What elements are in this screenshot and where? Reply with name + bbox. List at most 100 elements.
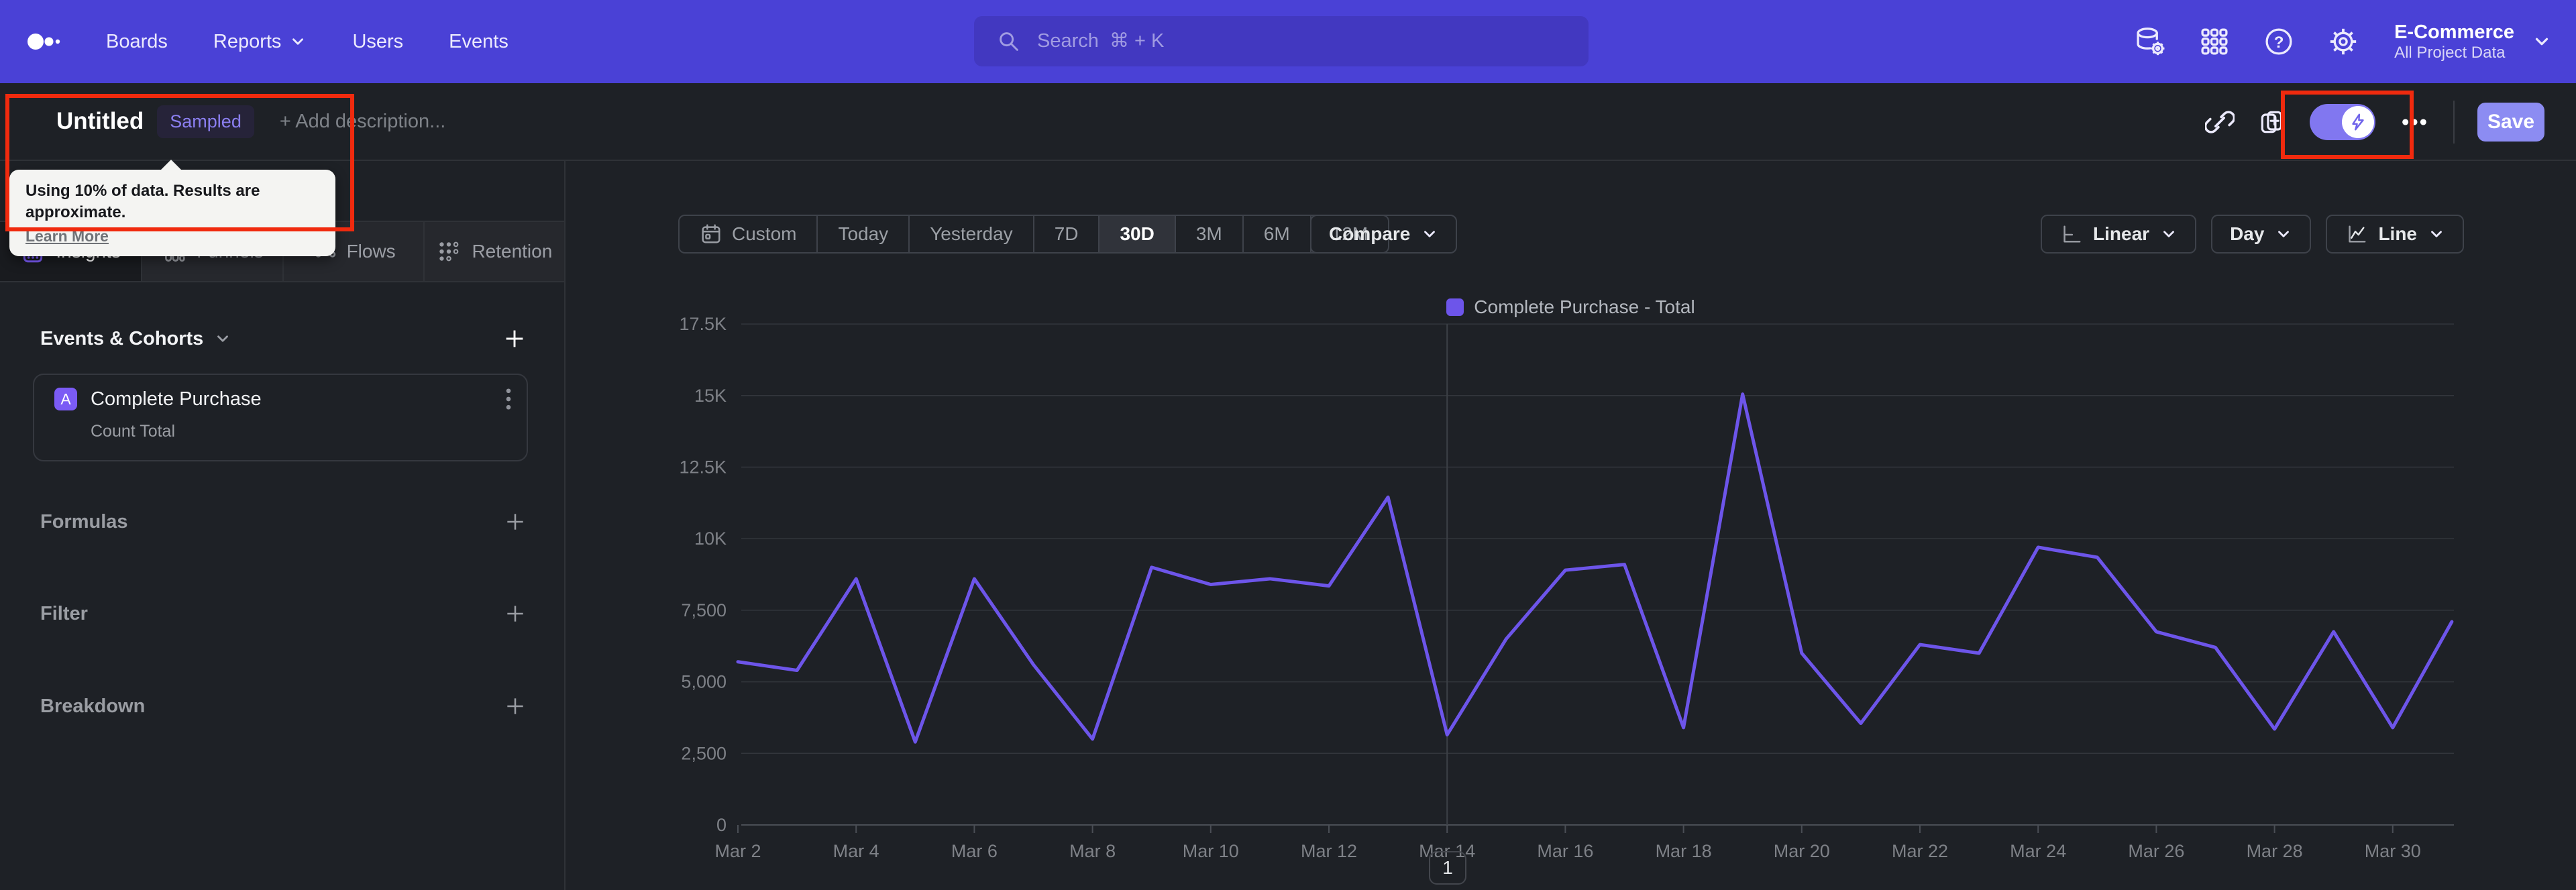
filter-label: Filter bbox=[40, 602, 88, 624]
sidebar-section-formulas: Formulas bbox=[40, 504, 527, 540]
svg-text:Mar 18: Mar 18 bbox=[1656, 841, 1712, 861]
range-today[interactable]: Today bbox=[816, 216, 908, 252]
project-switcher[interactable]: E-Commerce All Project Data bbox=[2394, 21, 2552, 62]
sidebar-section-breakdown: Breakdown bbox=[40, 688, 527, 724]
range-custom-label: Custom bbox=[732, 223, 797, 244]
svg-text:7,500: 7,500 bbox=[681, 600, 727, 620]
event-name[interactable]: Complete Purchase bbox=[91, 388, 262, 410]
events-cohorts-row: Events & Cohorts bbox=[40, 321, 527, 357]
chart-display-controls: Linear Day Line bbox=[2041, 215, 2464, 254]
nav-events[interactable]: Events bbox=[449, 30, 508, 52]
scale-selector[interactable]: Linear bbox=[2041, 215, 2197, 254]
range-30d[interactable]: 30D bbox=[1098, 216, 1175, 252]
pagination-page-button[interactable]: 1 bbox=[1429, 851, 1466, 885]
svg-text:Mar 26: Mar 26 bbox=[2128, 841, 2184, 861]
chart-panel: Complete Purchase - Total 0 2,500 5,000 7,5… bbox=[566, 295, 2576, 890]
report-actions: Save bbox=[2205, 83, 2544, 161]
search-bar[interactable] bbox=[974, 16, 1589, 66]
more-options-icon[interactable] bbox=[2398, 107, 2430, 137]
svg-text:0: 0 bbox=[716, 815, 727, 835]
event-menu-kebab-icon[interactable] bbox=[504, 386, 513, 412]
chevron-down-icon bbox=[2431, 231, 2442, 237]
add-formula-button[interactable] bbox=[504, 510, 527, 533]
tab-flows-label: Flows bbox=[346, 241, 396, 262]
project-scope: All Project Data bbox=[2394, 44, 2506, 62]
project-name: E-Commerce bbox=[2394, 21, 2514, 43]
chevron-down-icon bbox=[2163, 231, 2174, 237]
add-breakdown-button[interactable] bbox=[504, 695, 527, 718]
report-header-bar: Untitled Sampled + Add description... bbox=[0, 83, 2576, 161]
query-sidebar: Insights Funnels Flows bbox=[0, 161, 566, 890]
sampling-tooltip-text: Using 10% of data. Results are approxima… bbox=[25, 182, 260, 221]
report-main: Custom Today Yesterday 7D 30D 3M 6M 12M … bbox=[566, 161, 2576, 890]
svg-text:Mar 30: Mar 30 bbox=[2365, 841, 2421, 861]
svg-text:Mar 2: Mar 2 bbox=[714, 841, 761, 861]
svg-text:Mar 12: Mar 12 bbox=[1301, 841, 1357, 861]
nav-users[interactable]: Users bbox=[352, 30, 404, 52]
help-icon[interactable]: ? bbox=[2247, 0, 2311, 83]
report-title[interactable]: Untitled bbox=[56, 108, 144, 134]
svg-text:Mar 24: Mar 24 bbox=[2010, 841, 2066, 861]
range-7d[interactable]: 7D bbox=[1032, 216, 1099, 252]
compare-button[interactable]: Compare bbox=[1310, 215, 1458, 254]
events-cohorts-header[interactable]: Events & Cohorts bbox=[40, 328, 231, 350]
nav-right-cluster: ? E-Commerce All Project Data bbox=[2118, 0, 2576, 83]
range-custom[interactable]: Custom bbox=[680, 216, 816, 252]
svg-text:12.5K: 12.5K bbox=[679, 457, 727, 478]
save-button[interactable]: Save bbox=[2477, 103, 2544, 142]
svg-text:Mar 4: Mar 4 bbox=[833, 841, 879, 861]
svg-text:Mar 8: Mar 8 bbox=[1069, 841, 1116, 861]
range-6m[interactable]: 6M bbox=[1242, 216, 1310, 252]
lightning-bolt-icon bbox=[2352, 113, 2364, 131]
event-letter-badge: A bbox=[54, 388, 77, 410]
calendar-icon bbox=[702, 224, 720, 243]
data-management-icon[interactable] bbox=[2118, 0, 2182, 83]
event-card[interactable]: A Complete Purchase Count Total bbox=[33, 374, 528, 461]
add-event-button[interactable] bbox=[502, 327, 527, 351]
svg-text:Mar 22: Mar 22 bbox=[1892, 841, 1948, 861]
nav-reports[interactable]: Reports bbox=[213, 31, 307, 53]
svg-text:15K: 15K bbox=[694, 386, 727, 406]
search-input[interactable] bbox=[1036, 30, 1508, 53]
chevron-down-icon bbox=[2535, 38, 2548, 46]
granularity-selector[interactable]: Day bbox=[2211, 215, 2312, 254]
mixpanel-logo-icon[interactable] bbox=[27, 32, 64, 52]
retention-icon bbox=[439, 241, 459, 262]
linear-scale-icon bbox=[2063, 225, 2081, 243]
toggle-knob bbox=[2342, 106, 2374, 138]
nav-boards[interactable]: Boards bbox=[106, 30, 168, 52]
range-3m[interactable]: 3M bbox=[1174, 216, 1242, 252]
sampled-badge[interactable]: Sampled bbox=[157, 105, 254, 138]
svg-text:Mar 6: Mar 6 bbox=[951, 841, 998, 861]
apps-grid-icon[interactable] bbox=[2182, 0, 2247, 83]
duplicate-icon[interactable] bbox=[2257, 107, 2287, 137]
divider bbox=[2453, 101, 2455, 144]
svg-text:2,500: 2,500 bbox=[681, 743, 727, 763]
date-range-group: Custom Today Yesterday 7D 30D 3M 6M 12M bbox=[678, 215, 1390, 254]
scale-label: Linear bbox=[2093, 223, 2150, 244]
chart-legend[interactable]: Complete Purchase - Total bbox=[566, 296, 2576, 318]
chart-type-label: Line bbox=[2378, 223, 2417, 244]
share-link-icon[interactable] bbox=[2205, 107, 2235, 137]
sampling-toggle[interactable] bbox=[2310, 104, 2375, 140]
range-yesterday[interactable]: Yesterday bbox=[908, 216, 1033, 252]
line-chart[interactable]: 0 2,500 5,000 7,500 10K 12.5K 15K 17.5K Mar 2 Mar… bbox=[566, 295, 2576, 890]
tab-retention[interactable]: Retention bbox=[423, 222, 564, 281]
tab-retention-label: Retention bbox=[472, 241, 553, 262]
settings-gear-icon[interactable] bbox=[2311, 0, 2375, 83]
add-description-field[interactable]: + Add description... bbox=[279, 110, 446, 132]
sidebar-section-filter: Filter bbox=[40, 596, 527, 632]
legend-label: Complete Purchase - Total bbox=[1474, 296, 1695, 317]
line-chart-icon bbox=[2349, 225, 2366, 243]
event-metric[interactable]: Count Total bbox=[91, 422, 176, 441]
svg-text:10K: 10K bbox=[694, 529, 727, 549]
search-icon bbox=[997, 30, 1021, 54]
add-filter-button[interactable] bbox=[504, 602, 527, 625]
svg-text:5,000: 5,000 bbox=[681, 672, 727, 692]
chart-type-selector[interactable]: Line bbox=[2326, 215, 2464, 254]
svg-text:Mar 28: Mar 28 bbox=[2247, 841, 2303, 861]
events-cohorts-label: Events & Cohorts bbox=[40, 327, 204, 349]
nav-reports-label: Reports bbox=[213, 30, 282, 52]
learn-more-link[interactable]: Learn More bbox=[25, 227, 109, 245]
